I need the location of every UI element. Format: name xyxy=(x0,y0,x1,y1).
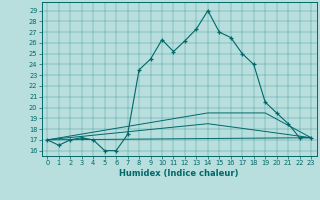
X-axis label: Humidex (Indice chaleur): Humidex (Indice chaleur) xyxy=(119,169,239,178)
